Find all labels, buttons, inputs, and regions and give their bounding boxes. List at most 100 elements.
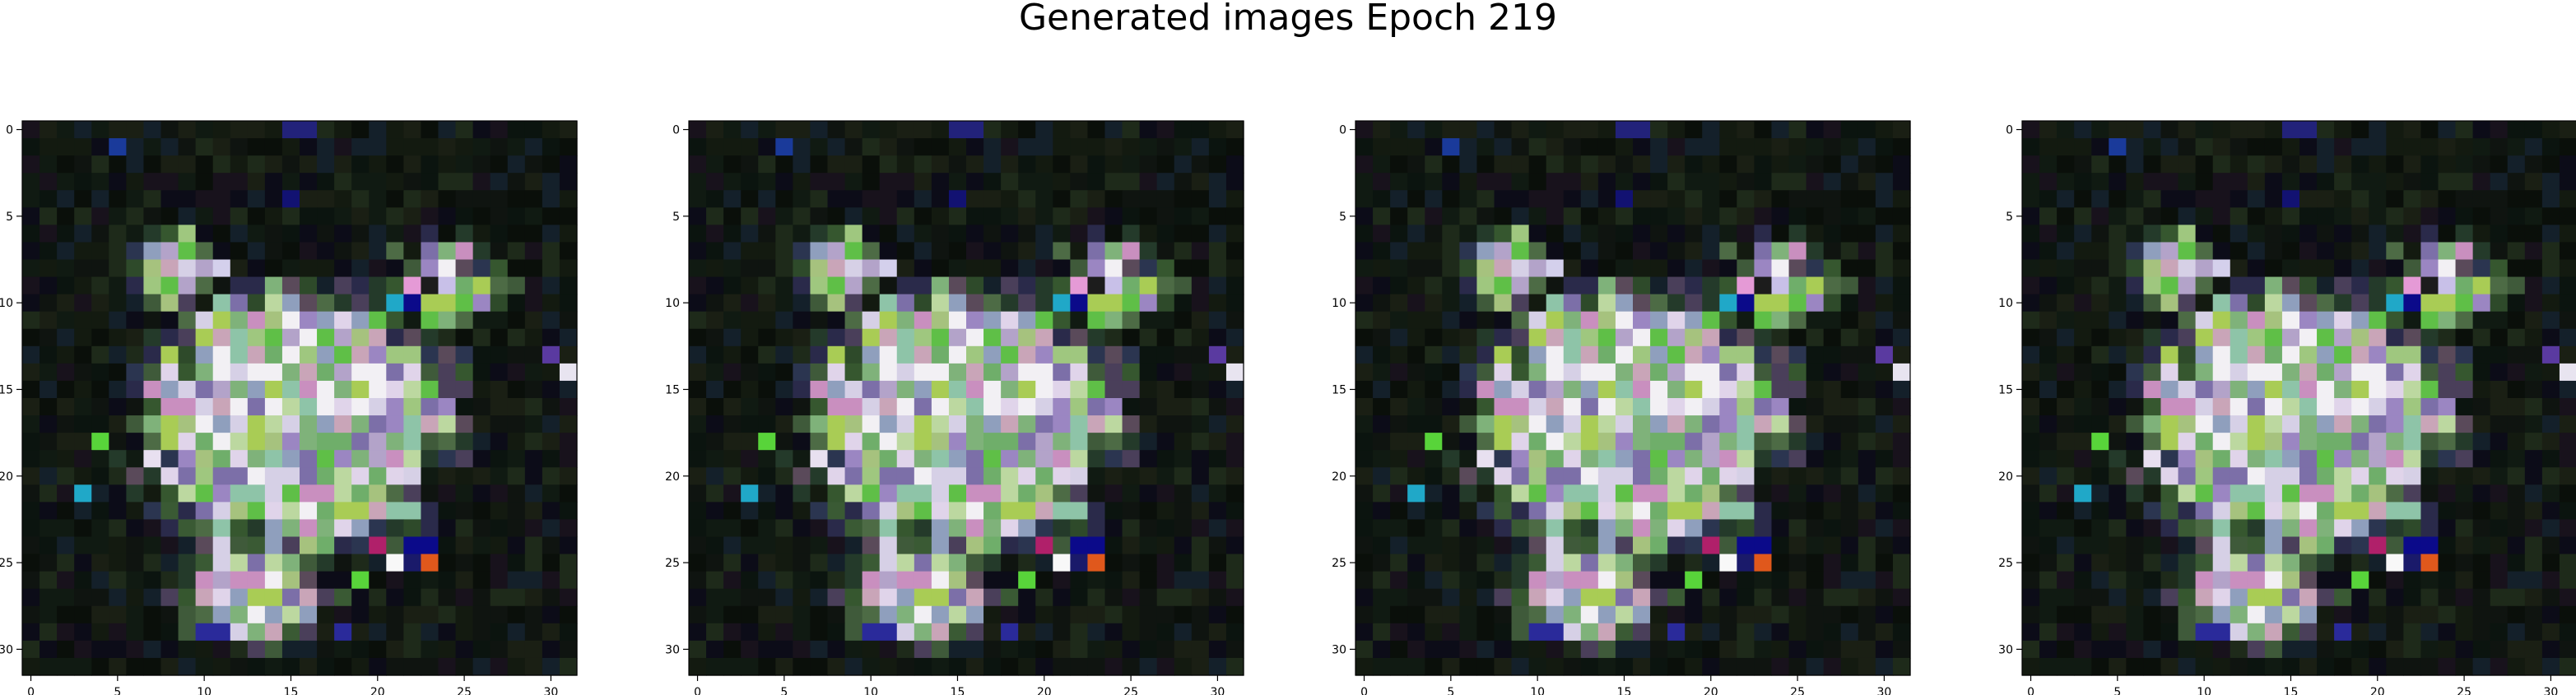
pixel-cell bbox=[57, 328, 75, 347]
pixel-cell bbox=[1139, 484, 1158, 503]
pixel-cell bbox=[1892, 380, 1911, 399]
pixel-cell bbox=[2472, 380, 2491, 399]
pixel-cell bbox=[1459, 571, 1478, 590]
pixel-cell bbox=[1615, 242, 1634, 261]
pixel-cell bbox=[455, 554, 474, 572]
pixel-cell bbox=[1685, 623, 1703, 642]
pixel-cell bbox=[1018, 138, 1036, 156]
pixel-cell bbox=[1858, 242, 1876, 261]
pixel-cell bbox=[212, 433, 231, 451]
pixel-cell bbox=[2299, 190, 2318, 208]
pixel-cell bbox=[195, 657, 214, 676]
pixel-cell bbox=[2386, 623, 2404, 642]
pixel-cell bbox=[2369, 173, 2387, 191]
pixel-cell bbox=[1580, 657, 1599, 676]
pixel-cell bbox=[40, 173, 58, 191]
pixel-cell bbox=[281, 398, 300, 416]
y-tick-label: 15 bbox=[0, 383, 13, 396]
pixel-cell bbox=[57, 640, 75, 659]
pixel-cell bbox=[1892, 467, 1911, 485]
pixel-cell bbox=[2057, 380, 2075, 399]
pixel-cell bbox=[983, 121, 1002, 139]
x-tick-label: 0 bbox=[1360, 686, 1368, 695]
pixel-cell bbox=[212, 502, 231, 521]
pixel-cell bbox=[2559, 173, 2576, 191]
pixel-cell bbox=[1737, 207, 1755, 225]
pixel-cell bbox=[1633, 640, 1651, 659]
pixel-cell bbox=[1373, 657, 1391, 676]
pixel-cell bbox=[914, 450, 932, 468]
pixel-cell bbox=[1858, 207, 1876, 225]
pixel-cell bbox=[369, 415, 387, 433]
pixel-cell bbox=[1771, 450, 1790, 468]
pixel-cell bbox=[455, 138, 474, 156]
pixel-cell bbox=[1563, 484, 1582, 503]
pixel-cell bbox=[827, 190, 846, 208]
pixel-cell bbox=[2334, 571, 2352, 590]
pixel-cell bbox=[1442, 363, 1460, 382]
pixel-cell bbox=[1494, 328, 1513, 347]
pixel-cell bbox=[2559, 121, 2576, 139]
pixel-cell bbox=[2369, 536, 2387, 555]
pixel-cell bbox=[1615, 571, 1634, 590]
pixel-cell bbox=[472, 398, 491, 416]
pixel-cell bbox=[1087, 433, 1106, 451]
pixel-cell bbox=[1615, 605, 1634, 624]
pixel-cell bbox=[1737, 276, 1755, 295]
pixel-cell bbox=[300, 173, 318, 191]
pixel-cell bbox=[91, 242, 109, 261]
pixel-cell bbox=[178, 398, 197, 416]
pixel-cell bbox=[2039, 554, 2058, 572]
pixel-cell bbox=[2178, 519, 2197, 538]
pixel-cell bbox=[91, 311, 109, 330]
pixel-cell bbox=[1373, 536, 1391, 555]
pixel-cell bbox=[2541, 242, 2560, 261]
pixel-cell bbox=[1806, 623, 1825, 642]
pixel-cell bbox=[1840, 623, 1859, 642]
pixel-cell bbox=[689, 450, 707, 468]
pixel-cell bbox=[1580, 519, 1599, 538]
pixel-cell bbox=[2126, 380, 2145, 399]
pixel-cell bbox=[1104, 450, 1123, 468]
pixel-cell bbox=[334, 121, 352, 139]
pixel-cell bbox=[2109, 155, 2127, 174]
pixel-cell bbox=[403, 207, 422, 225]
pixel-cell bbox=[1122, 554, 1141, 572]
pixel-cell bbox=[2403, 173, 2422, 191]
pixel-cell bbox=[1494, 605, 1513, 624]
pixel-cell bbox=[160, 450, 179, 468]
pixel-cell bbox=[351, 450, 370, 468]
pixel-cell bbox=[2317, 571, 2335, 590]
pixel-cell bbox=[74, 571, 92, 590]
pixel-cell bbox=[2524, 450, 2543, 468]
pixel-cell bbox=[2247, 294, 2266, 313]
pixel-cell bbox=[2195, 190, 2214, 208]
pixel-cell bbox=[2109, 571, 2127, 590]
pixel-cell bbox=[1650, 450, 1668, 468]
pixel-cell bbox=[2074, 433, 2092, 451]
pixel-cell bbox=[490, 345, 509, 364]
pixel-cell bbox=[264, 554, 283, 572]
pixel-cell bbox=[1494, 536, 1513, 555]
pixel-cell bbox=[741, 588, 759, 607]
pixel-cell bbox=[1407, 450, 1425, 468]
pixel-cell bbox=[264, 345, 283, 364]
pixel-cell bbox=[1191, 398, 1210, 416]
pixel-cell bbox=[706, 190, 724, 208]
pixel-cell bbox=[317, 328, 335, 347]
pixel-cell bbox=[741, 259, 759, 278]
pixel-cell bbox=[490, 363, 509, 382]
pixel-cell bbox=[2195, 138, 2214, 156]
pixel-cell bbox=[264, 207, 283, 225]
pixel-cell bbox=[2160, 173, 2179, 191]
pixel-cell bbox=[1823, 138, 1842, 156]
pixel-cell bbox=[1580, 588, 1599, 607]
pixel-cell bbox=[1580, 415, 1599, 433]
pixel-cell bbox=[2490, 398, 2509, 416]
pixel-cell bbox=[1633, 225, 1651, 243]
pixel-cell bbox=[1425, 259, 1443, 278]
pixel-cell bbox=[22, 155, 40, 174]
pixel-cell bbox=[1633, 519, 1651, 538]
pixel-cell bbox=[403, 536, 422, 555]
pixel-cell bbox=[1156, 311, 1175, 330]
